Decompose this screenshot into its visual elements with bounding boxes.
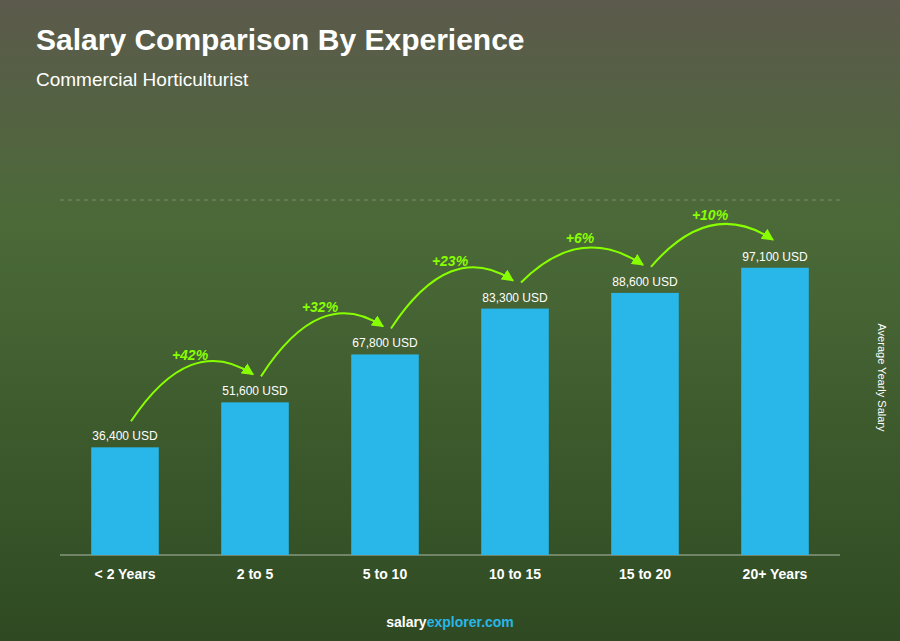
- bar: [351, 354, 419, 555]
- change-arrow: [261, 313, 383, 376]
- subtitle: Commercial Horticulturist: [36, 69, 249, 90]
- x-tick-label: 20+ Years: [743, 566, 808, 582]
- x-tick-label: 5 to 10: [363, 566, 408, 582]
- data-label: 88,600 USD: [612, 275, 678, 289]
- bar: [481, 309, 549, 555]
- x-tick-label: 2 to 5: [237, 566, 274, 582]
- title: Salary Comparison By Experience: [36, 23, 525, 56]
- x-tick-label: 10 to 15: [489, 566, 541, 582]
- annotation: +42%: [172, 347, 209, 363]
- baseline: [60, 555, 840, 556]
- annotation: +23%: [432, 253, 469, 269]
- source: salaryexplorer.com: [386, 614, 514, 630]
- data-label: 36,400 USD: [92, 429, 158, 443]
- y-axis-label: Average Yearly Salary: [876, 323, 888, 432]
- change-arrow: [651, 224, 773, 267]
- x-tick-label: < 2 Years: [95, 566, 156, 582]
- change-arrow: [391, 267, 513, 328]
- range-top: [60, 200, 840, 201]
- bar: [221, 402, 289, 555]
- bar: [91, 447, 159, 555]
- bar: [741, 268, 809, 555]
- annotation: +32%: [302, 299, 339, 315]
- change-arrow: [131, 361, 253, 421]
- data-label: 97,100 USD: [742, 250, 808, 264]
- data-label: 67,800 USD: [352, 336, 418, 350]
- data-label: 83,300 USD: [482, 291, 548, 305]
- data-label: 51,600 USD: [222, 384, 288, 398]
- source-part: explorer.com: [427, 614, 514, 630]
- source-part: salary: [386, 614, 427, 630]
- annotation: +10%: [692, 207, 729, 223]
- annotation: +6%: [566, 230, 595, 246]
- bars: [91, 268, 809, 555]
- bar: [611, 293, 679, 555]
- change-arrow: [521, 248, 643, 283]
- x-tick-label: 15 to 20: [619, 566, 671, 582]
- chart: Salary Comparison By Experience Commercia…: [0, 0, 900, 641]
